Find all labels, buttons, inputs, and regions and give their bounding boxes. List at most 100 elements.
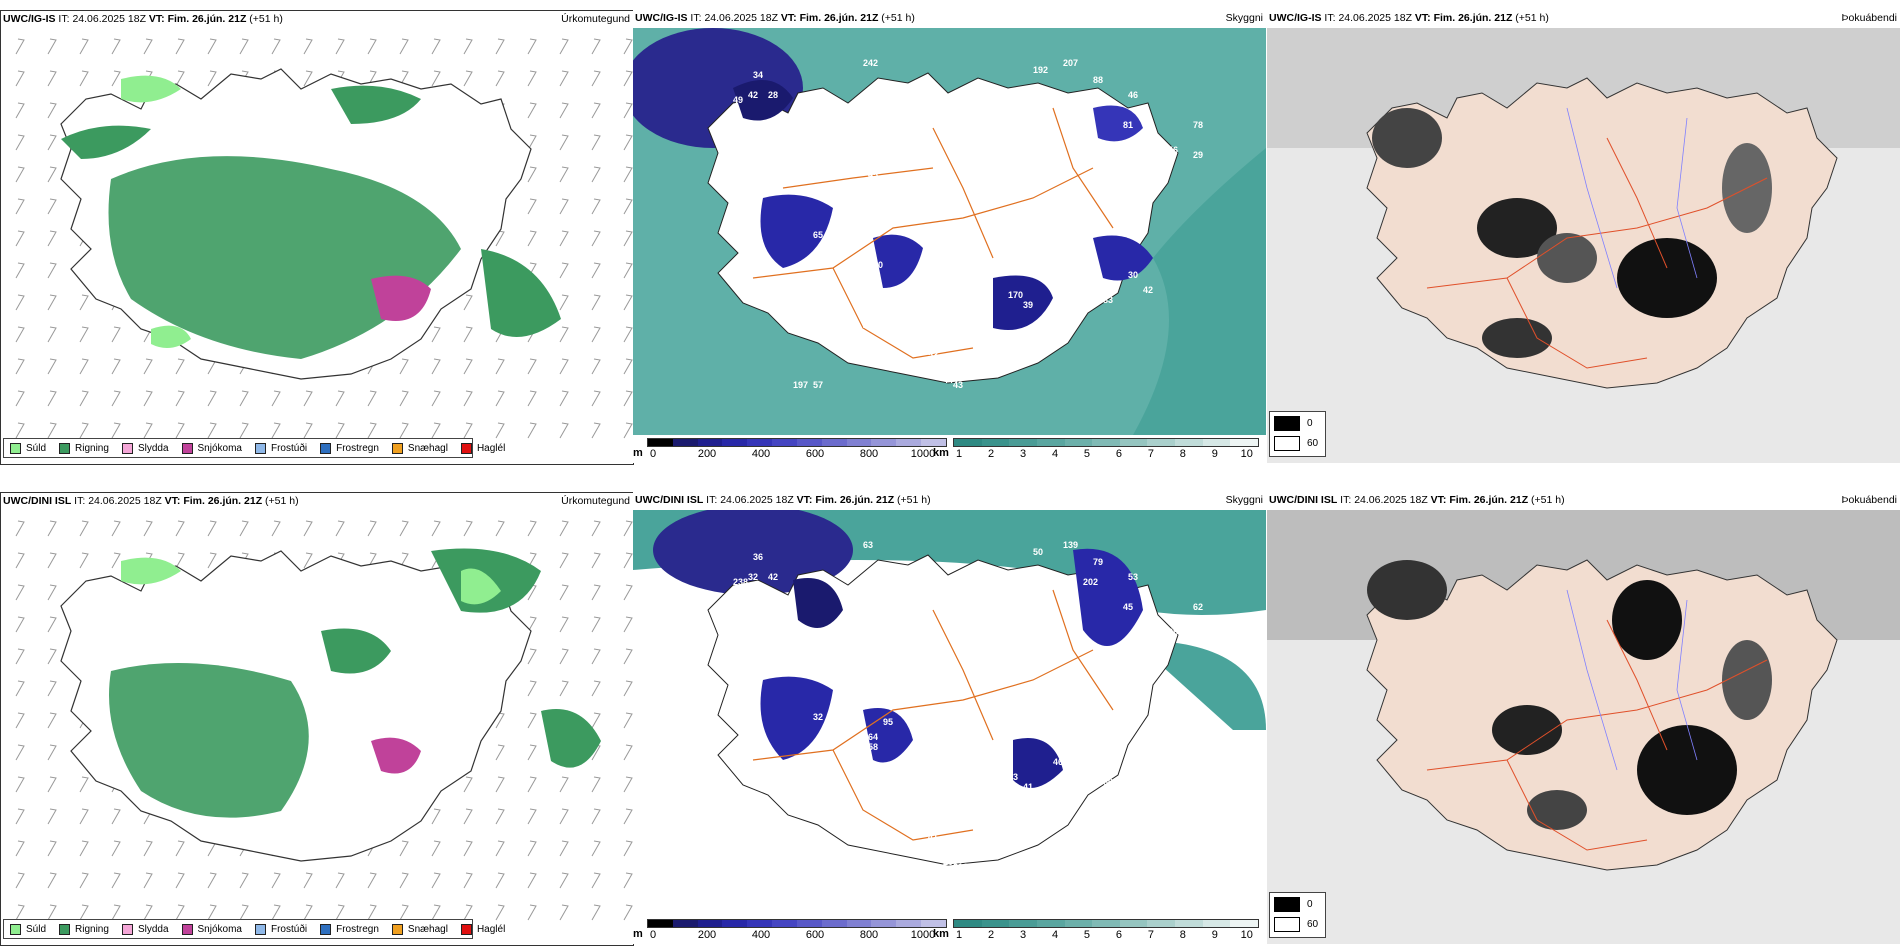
visibility-unit: km <box>933 928 949 940</box>
colorbar-segment <box>796 439 822 446</box>
wind-barb <box>591 872 601 889</box>
wind-barb <box>559 904 569 921</box>
colorbar-segment <box>1175 439 1203 446</box>
wind-barb <box>495 776 505 793</box>
cloudbase-value-label: 28 <box>768 90 778 100</box>
wind-barb <box>111 390 121 407</box>
colorbar-segment <box>1230 439 1259 446</box>
cloudbase-value-label: 44 <box>943 375 953 385</box>
wind-barb <box>463 326 473 343</box>
wind-barb <box>207 390 217 407</box>
wind-barb <box>431 872 441 889</box>
wind-barb <box>559 166 569 183</box>
legend-item: Frostúði <box>254 923 307 935</box>
wind-barb <box>367 38 377 55</box>
wind-barb <box>15 776 25 793</box>
colorbar-tick: 1 <box>956 929 963 941</box>
wind-barb <box>591 294 601 311</box>
wind-barb <box>591 134 601 151</box>
wind-barb <box>143 422 153 439</box>
wind-barb <box>591 326 601 343</box>
wind-barb <box>623 422 633 439</box>
cloudbase-value-label: 32 <box>1053 325 1063 335</box>
legend-item: Rigning <box>59 442 109 454</box>
wind-barb <box>559 358 569 375</box>
colorbar-segment <box>672 920 698 927</box>
wind-barb <box>431 38 441 55</box>
colorbar-segment <box>1175 920 1203 927</box>
colorbar-segment <box>954 439 982 446</box>
wind-barb <box>591 776 601 793</box>
colorbar-segment <box>1064 920 1093 927</box>
wind-barb <box>399 872 409 889</box>
wind-barb <box>463 422 473 439</box>
wind-barb <box>143 390 153 407</box>
wind-barb <box>47 230 57 247</box>
colorbar-tick: 7 <box>1147 448 1154 460</box>
cloudbase-value-label: 45 <box>1123 602 1133 612</box>
wind-barb <box>303 904 313 921</box>
precip-map <box>1 511 633 945</box>
cloudbase-value-label: 64 <box>868 732 878 742</box>
wind-barb <box>559 102 569 119</box>
wind-barb <box>175 422 185 439</box>
wind-barb <box>559 134 569 151</box>
wind-barb <box>15 166 25 183</box>
legend-item: Haglél <box>460 923 505 935</box>
legend-item: Snæhagl <box>391 923 448 935</box>
wind-barb <box>239 38 249 55</box>
wind-barb <box>495 808 505 825</box>
wind-barb <box>431 390 441 407</box>
colorbar-tick: 10 <box>1240 929 1253 941</box>
wind-barb <box>591 422 601 439</box>
wind-barb <box>559 648 569 665</box>
cloudbase-value-label: 170 <box>1008 290 1023 300</box>
cloudbase-unit: m <box>633 447 643 459</box>
wind-barb <box>591 808 601 825</box>
precip-map <box>1 29 633 464</box>
wind-barb <box>431 520 441 537</box>
wind-barb <box>79 904 89 921</box>
wind-barb <box>591 904 601 921</box>
panel-title: UWC/DINI ISL IT: 24.06.2025 18Z VT: Fim.… <box>3 495 299 507</box>
cloudbase-value-label: 232 <box>743 617 758 627</box>
wind-barb <box>527 840 537 857</box>
wind-barb <box>207 422 217 439</box>
wind-barb <box>111 872 121 889</box>
wind-barb <box>15 680 25 697</box>
cloudbase-value-label: 59 <box>1033 340 1043 350</box>
panel-title: UWC/DINI ISL IT: 24.06.2025 18Z VT: Fim.… <box>635 494 931 506</box>
wind-barb <box>207 552 217 569</box>
wind-barb <box>559 808 569 825</box>
wind-barb <box>175 520 185 537</box>
wind-barb <box>431 358 441 375</box>
wind-barb <box>271 872 281 889</box>
wind-barb <box>79 70 89 87</box>
wind-barb <box>591 552 601 569</box>
wind-barb <box>15 422 25 439</box>
wind-barb <box>591 840 601 857</box>
cloudbase-value-label: 238 <box>733 577 748 587</box>
wind-barb <box>495 422 505 439</box>
cloudbase-value-label: 63 <box>888 320 898 330</box>
dew-legend-swatch <box>1274 435 1300 451</box>
wind-barb <box>399 422 409 439</box>
dewpoint-legend: 0 60 <box>1269 892 1326 938</box>
wind-barb <box>495 904 505 921</box>
wind-barb <box>175 390 185 407</box>
wind-barb <box>367 70 377 87</box>
wind-barb <box>623 616 633 633</box>
colorbar-tick: 1000 <box>910 929 936 941</box>
wind-barb <box>175 872 185 889</box>
colorbar-tick: 5 <box>1083 929 1091 941</box>
legend-item: Súld <box>10 923 46 935</box>
wind-barb <box>79 520 89 537</box>
wind-barb <box>367 520 377 537</box>
colorbar-segment <box>796 920 822 927</box>
legend-swatch <box>181 442 193 454</box>
wind-barb <box>559 680 569 697</box>
cloudbase-value-label: 216 <box>953 862 968 872</box>
precip-legend: Súld Rigning Slydda Snjókoma Frostúði Frostre… <box>3 438 505 458</box>
wind-barb <box>207 70 217 87</box>
colorbar-segment <box>1147 439 1176 446</box>
